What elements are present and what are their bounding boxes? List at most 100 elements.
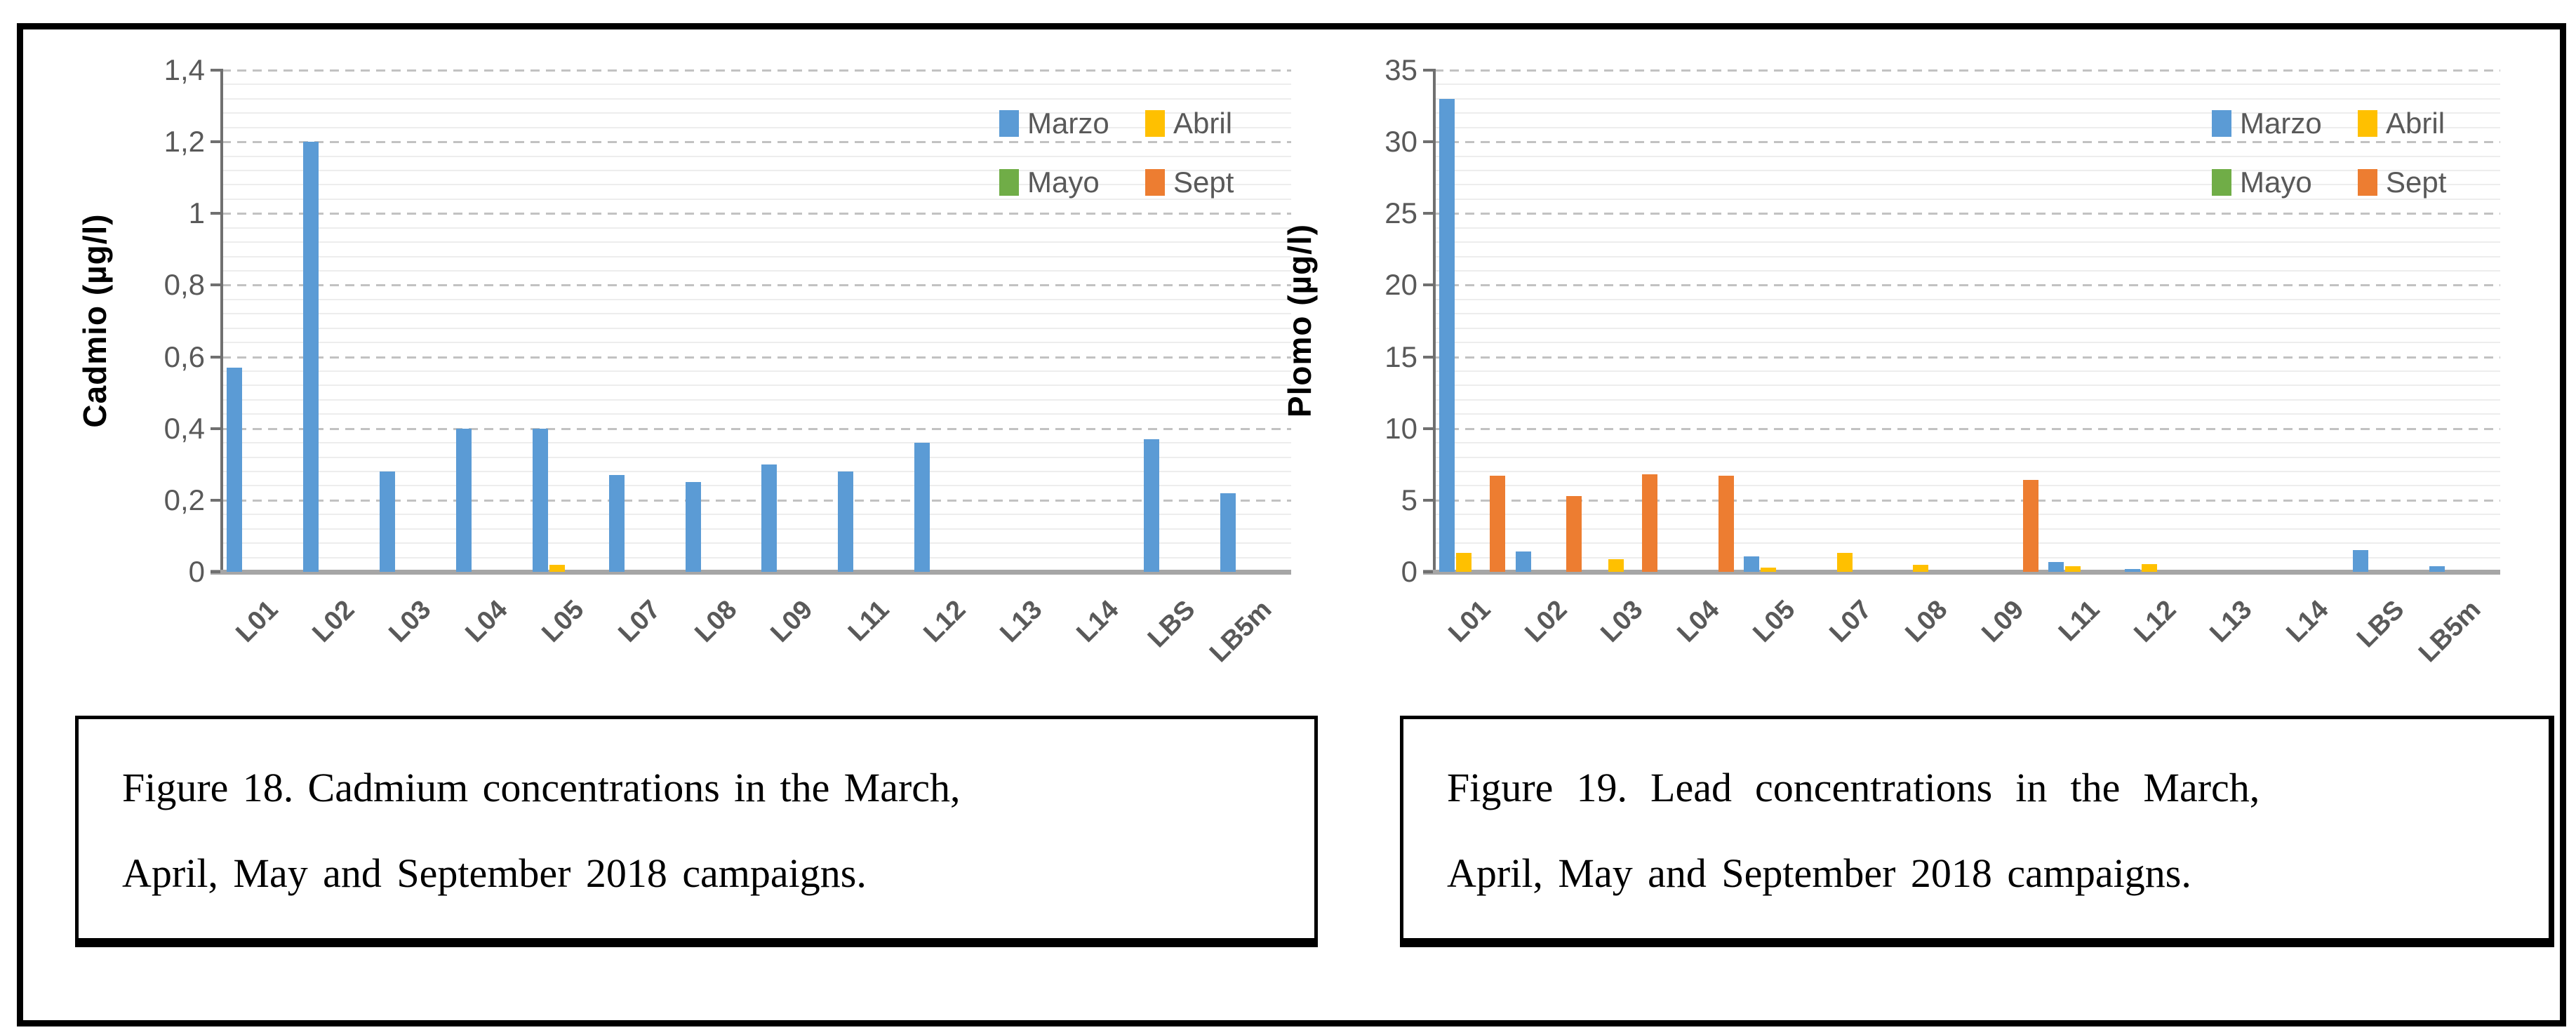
bar-marzo-l05 bbox=[1744, 556, 1760, 572]
bar-marzo-l04 bbox=[456, 428, 472, 572]
bar-marzo-lbs bbox=[1143, 439, 1159, 572]
minor-gridline bbox=[222, 442, 1291, 444]
minor-gridline bbox=[1434, 83, 2500, 86]
legend-item-sept: Sept bbox=[2358, 167, 2526, 198]
major-gridline bbox=[222, 69, 1291, 72]
major-gridline bbox=[222, 356, 1291, 359]
legend-item-abril: Abril bbox=[1145, 108, 1314, 139]
y-tick-label: 20 bbox=[1384, 268, 1417, 302]
major-gridline bbox=[222, 141, 1291, 144]
minor-gridline bbox=[222, 241, 1291, 243]
minor-gridline bbox=[222, 556, 1291, 559]
minor-gridline bbox=[1434, 155, 2500, 157]
y-axis-tick bbox=[211, 498, 220, 502]
bar-abril-l07 bbox=[1836, 553, 1853, 572]
major-gridline bbox=[222, 427, 1291, 430]
y-tick-label: 10 bbox=[1384, 411, 1417, 445]
y-tick-label: 0 bbox=[188, 555, 205, 588]
y-tick-label: 1,4 bbox=[163, 53, 205, 86]
y-tick-label: 0,8 bbox=[163, 268, 205, 302]
minor-gridline bbox=[1434, 399, 2500, 401]
legend-swatch-marzo bbox=[999, 110, 1019, 137]
minor-gridline bbox=[1434, 170, 2500, 171]
y-axis-tick bbox=[211, 69, 220, 72]
y-axis-tick bbox=[1423, 212, 1433, 215]
bar-marzo-lb5m bbox=[2429, 566, 2445, 572]
minor-gridline bbox=[1434, 370, 2500, 372]
minor-gridline bbox=[1434, 514, 2500, 516]
y-axis-line bbox=[1433, 69, 1436, 575]
y-axis-tick bbox=[211, 570, 220, 573]
y-tick-label: 25 bbox=[1384, 196, 1417, 230]
legend-label-marzo: Marzo bbox=[2240, 107, 2322, 140]
y-tick-label: 1 bbox=[188, 196, 205, 230]
y-tick-label: 0 bbox=[1401, 555, 1417, 588]
bar-marzo-l02 bbox=[303, 142, 319, 572]
legend-item-mayo: Mayo bbox=[999, 167, 1168, 198]
minor-gridline bbox=[1434, 241, 2500, 243]
minor-gridline bbox=[222, 542, 1291, 544]
legend-swatch-abril bbox=[2358, 110, 2377, 137]
minor-gridline bbox=[222, 528, 1291, 530]
legend-item-marzo: Marzo bbox=[2212, 108, 2380, 139]
y-axis-tick bbox=[1423, 69, 1433, 72]
y-axis-title-plomo: Plomo (µg/l) bbox=[1281, 223, 1318, 418]
y-axis-tick bbox=[211, 355, 220, 359]
y-axis-tick bbox=[211, 140, 220, 144]
bar-marzo-l11 bbox=[838, 471, 854, 572]
y-axis-line bbox=[220, 69, 223, 575]
minor-gridline bbox=[222, 112, 1291, 114]
x-axis-line bbox=[1423, 570, 2500, 575]
legend-swatch-mayo bbox=[999, 169, 1019, 196]
minor-gridline bbox=[1434, 556, 2500, 559]
legend-item-sept: Sept bbox=[1145, 167, 1314, 198]
bar-abril-l05 bbox=[1761, 567, 1777, 572]
bar-abril-l05 bbox=[549, 564, 565, 572]
major-gridline bbox=[1434, 141, 2500, 144]
minor-gridline bbox=[222, 342, 1291, 344]
bar-abril-l01 bbox=[1456, 553, 1472, 572]
caption-figure-18-line2: April, May and September 2018 campaigns. bbox=[122, 850, 867, 896]
major-gridline bbox=[1434, 499, 2500, 502]
y-tick-label: 1,2 bbox=[163, 125, 205, 159]
major-gridline bbox=[1434, 69, 2500, 72]
minor-gridline bbox=[1434, 198, 2500, 200]
y-axis-tick bbox=[211, 283, 220, 287]
bar-abril-l11 bbox=[2065, 566, 2081, 572]
legend-label-abril: Abril bbox=[2386, 107, 2445, 140]
minor-gridline bbox=[1434, 471, 2500, 472]
y-axis-title-cadmio: Cadmio (µg/l) bbox=[76, 213, 113, 428]
bar-sept-l01 bbox=[1490, 476, 1506, 572]
minor-gridline bbox=[222, 327, 1291, 329]
bar-marzo-l03 bbox=[380, 471, 396, 572]
y-axis-tick bbox=[211, 427, 220, 430]
legend-item-marzo: Marzo bbox=[999, 108, 1168, 139]
bar-abril-l08 bbox=[1913, 564, 1929, 572]
bar-marzo-l08 bbox=[685, 482, 701, 572]
bar-marzo-lbs bbox=[2353, 550, 2369, 572]
cadmium-chart-plot-area: 0 0,2 0,4 0,6 0,8 1 1,2 1,4 L01 L02 L03 L04 L05 L07 L0… bbox=[164, 55, 1291, 668]
y-tick-label: 15 bbox=[1384, 340, 1417, 373]
minor-gridline bbox=[1434, 528, 2500, 530]
minor-gridline bbox=[222, 155, 1291, 157]
minor-gridline bbox=[1434, 413, 2500, 415]
legend-swatch-sept bbox=[1145, 169, 1165, 196]
bar-marzo-l01 bbox=[227, 367, 243, 572]
minor-gridline bbox=[222, 413, 1291, 415]
y-tick-label: 30 bbox=[1384, 125, 1417, 159]
major-gridline bbox=[1434, 284, 2500, 287]
y-tick-label: 0,6 bbox=[163, 340, 205, 373]
minor-gridline bbox=[1434, 270, 2500, 272]
minor-gridline bbox=[1434, 542, 2500, 544]
minor-gridline bbox=[222, 227, 1291, 229]
bar-marzo-l02 bbox=[1515, 551, 1531, 572]
bar-marzo-l09 bbox=[761, 464, 778, 572]
major-gridline bbox=[1434, 213, 2500, 215]
legend-label-sept: Sept bbox=[2386, 166, 2447, 199]
major-gridline bbox=[1434, 356, 2500, 359]
major-gridline bbox=[222, 213, 1291, 215]
bar-marzo-l01 bbox=[1439, 98, 1455, 572]
bar-marzo-l07 bbox=[608, 475, 625, 572]
caption-figure-19-line1: Figure 19. Lead concentrations in the Ma… bbox=[1447, 765, 2260, 810]
